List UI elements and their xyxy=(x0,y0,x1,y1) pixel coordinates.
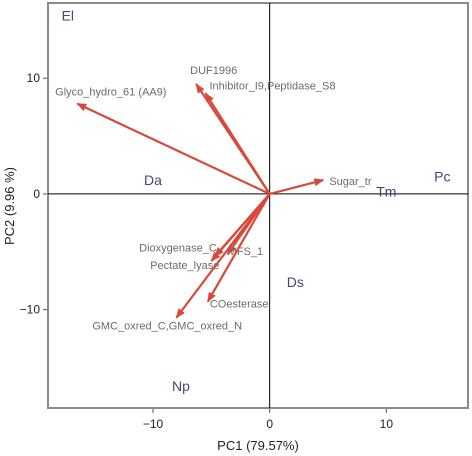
loading-label: MFS_1 xyxy=(228,246,263,258)
loading-label: GMC_oxred_C,GMC_oxred_N xyxy=(92,321,242,333)
y-axis-ticks: −10 0 10 xyxy=(20,71,47,317)
loading-label: Glyco_hydro_61 (AA9) xyxy=(55,87,166,99)
score-label: Np xyxy=(172,378,190,394)
score-label: Da xyxy=(144,172,162,188)
x-axis-title: PC1 (79.57%) xyxy=(217,438,299,453)
score-labels: El Pc Tm Da Ds Np xyxy=(62,8,451,394)
plot-frame xyxy=(47,2,469,409)
score-label: Ds xyxy=(287,274,304,290)
loading-label: Inhibitor_I9,Peptidase_S8 xyxy=(210,80,336,92)
x-tick-label: 10 xyxy=(380,417,394,431)
loading-arrow xyxy=(76,102,271,195)
loading-label: Dioxygenase_C xyxy=(139,242,217,254)
loading-label: COesterase xyxy=(210,299,269,311)
loading-label: Pectate_lyase xyxy=(150,260,219,272)
x-tick-label: −10 xyxy=(143,417,164,431)
loading-label: DUF1996 xyxy=(190,65,237,77)
y-axis-title: PC2 (9.96 %) xyxy=(2,167,17,245)
y-tick-label: 0 xyxy=(33,187,40,201)
y-tick-label: 10 xyxy=(27,71,41,85)
score-label: El xyxy=(62,8,74,24)
loading-arrow xyxy=(204,92,271,195)
loading-label: Sugar_tr xyxy=(329,176,372,188)
y-tick-label: −10 xyxy=(20,303,41,317)
loading-vectors: Glyco_hydro_61 (AA9) DUF1996 Inhibitor_I9,… xyxy=(55,65,372,333)
score-label: Pc xyxy=(434,169,450,185)
loading-arrow xyxy=(206,193,271,303)
x-tick-label: 0 xyxy=(266,417,273,431)
score-label: Tm xyxy=(376,184,396,200)
x-axis-ticks: −10 0 10 xyxy=(143,409,394,431)
loading-arrow xyxy=(175,193,271,319)
loading-arrow xyxy=(269,178,325,195)
